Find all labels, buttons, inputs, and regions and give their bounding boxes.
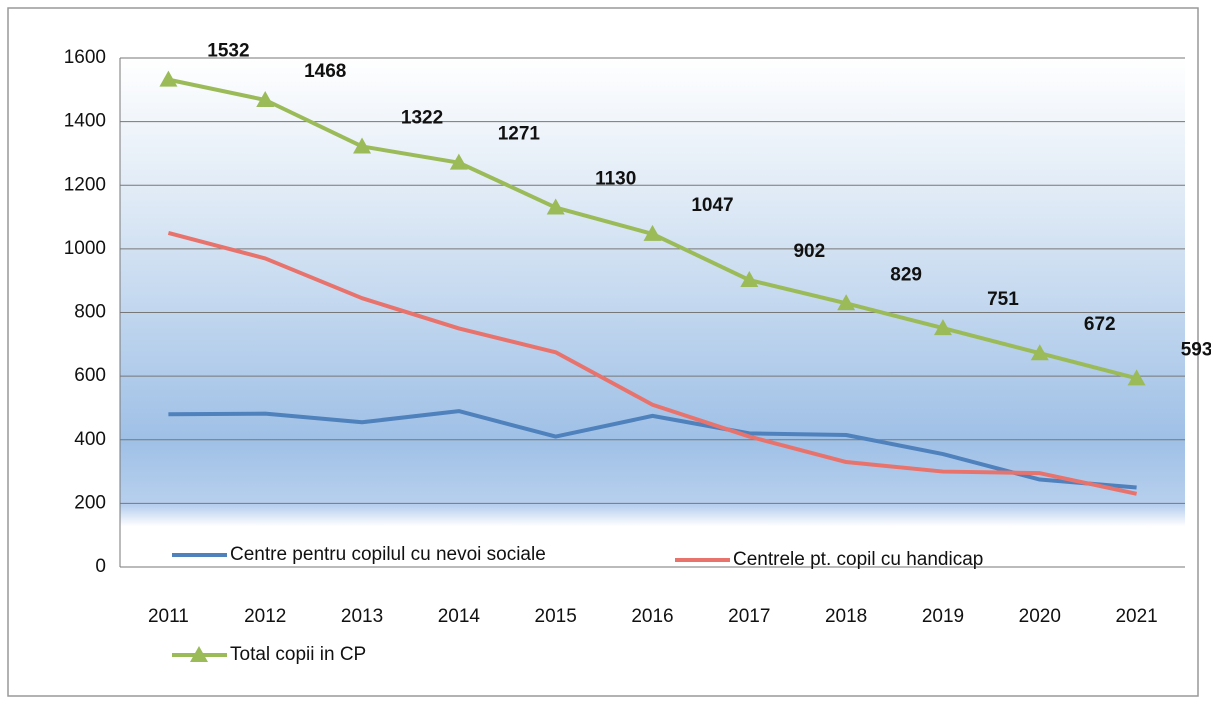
y-tick-label: 200: [74, 492, 106, 513]
marker: [449, 153, 468, 170]
x-tick-label: 2013: [341, 606, 383, 627]
y-tick-label: 1200: [64, 174, 106, 195]
legend-label: Total copii in CP: [230, 644, 366, 665]
data-label: 829: [890, 264, 922, 285]
marker: [643, 224, 662, 241]
data-label: 1271: [498, 124, 541, 145]
x-tick-label: 2015: [535, 606, 577, 627]
data-label: 902: [793, 241, 825, 262]
data-label: 1322: [401, 107, 443, 128]
data-label: 1532: [207, 41, 249, 62]
y-tick-label: 1400: [64, 111, 106, 132]
x-tick-label: 2014: [438, 606, 481, 627]
data-label: 1468: [304, 61, 346, 82]
marker: [159, 70, 178, 87]
marker: [190, 646, 208, 662]
data-label: 1130: [595, 169, 636, 190]
marker: [256, 90, 275, 107]
x-tick-label: 2019: [922, 606, 964, 627]
marker: [933, 319, 952, 336]
marker: [740, 271, 759, 288]
legend-label: Centre pentru copilul cu nevoi sociale: [230, 544, 546, 565]
x-tick-label: 2020: [1019, 606, 1061, 627]
y-tick-label: 0: [95, 556, 106, 577]
y-tick-label: 600: [74, 365, 106, 386]
legend-label: Centrele pt. copil cu handicap: [733, 549, 983, 570]
marker: [1030, 344, 1049, 361]
y-tick-label: 1600: [64, 47, 106, 68]
marker: [837, 294, 856, 311]
data-label: 593: [1181, 339, 1211, 360]
series-line: [168, 409, 1137, 490]
marker: [353, 137, 372, 154]
data-label: 1047: [691, 195, 733, 216]
x-tick-label: 2018: [825, 606, 867, 627]
marker: [1127, 369, 1146, 386]
y-tick-label: 400: [74, 429, 106, 450]
marker: [546, 198, 565, 215]
data-label: 672: [1084, 314, 1116, 335]
x-tick-label: 2011: [148, 606, 189, 627]
data-label: 751: [987, 289, 1019, 310]
series-line: [167, 231, 1138, 496]
x-tick-label: 2021: [1115, 606, 1157, 627]
y-tick-label: 1000: [64, 238, 106, 259]
x-tick-label: 2017: [728, 606, 770, 627]
y-tick-label: 800: [74, 302, 106, 323]
x-tick-label: 2012: [244, 606, 286, 627]
x-tick-label: 2016: [631, 606, 673, 627]
